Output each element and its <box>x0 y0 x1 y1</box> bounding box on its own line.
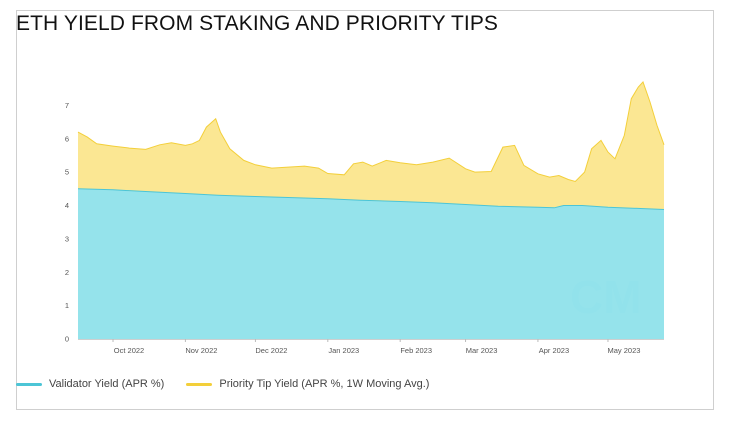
series-line-priority-tip <box>77 81 665 183</box>
y-tick-label: 6 <box>65 134 69 143</box>
legend: Validator Yield (APR %) Priority Tip Yie… <box>16 378 451 390</box>
chart-title: ETH YIELD FROM STAKING AND PRIORITY TIPS <box>16 12 499 35</box>
legend-swatch-priority-tip <box>186 382 213 386</box>
y-tick-label: 4 <box>65 201 69 210</box>
legend-label-validator: Validator Yield (APR %) <box>49 378 165 390</box>
y-tick-label: 3 <box>65 234 69 243</box>
y-tick-label: 2 <box>65 268 69 277</box>
legend-swatch-validator <box>16 382 42 386</box>
x-tick-label: Dec 2022 <box>255 346 287 355</box>
y-tick-label: 7 <box>65 101 69 110</box>
series-area-validator <box>78 188 664 339</box>
legend-label-priority-tip: Priority Tip Yield (APR %, 1W Moving Avg… <box>219 378 430 390</box>
x-tick-label: Feb 2023 <box>400 346 432 355</box>
x-tick-label: Jan 2023 <box>328 346 359 355</box>
legend-item-priority-tip[interactable]: Priority Tip Yield (APR %, 1W Moving Avg… <box>186 378 429 390</box>
y-tick-label: 1 <box>65 301 69 310</box>
legend-item-validator[interactable]: Validator Yield (APR %) <box>16 378 164 390</box>
series-line-validator <box>77 188 665 210</box>
x-tick-label: May 2023 <box>607 346 640 355</box>
y-tick-label: 0 <box>65 335 69 344</box>
x-tick-label: Mar 2023 <box>466 346 498 355</box>
x-tick-label: Apr 2023 <box>539 346 569 355</box>
x-tick-label: Oct 2022 <box>114 346 144 355</box>
series-area-priority-tip <box>78 82 664 210</box>
x-tick-label: Nov 2022 <box>185 346 217 355</box>
y-tick-label: 5 <box>65 168 69 177</box>
